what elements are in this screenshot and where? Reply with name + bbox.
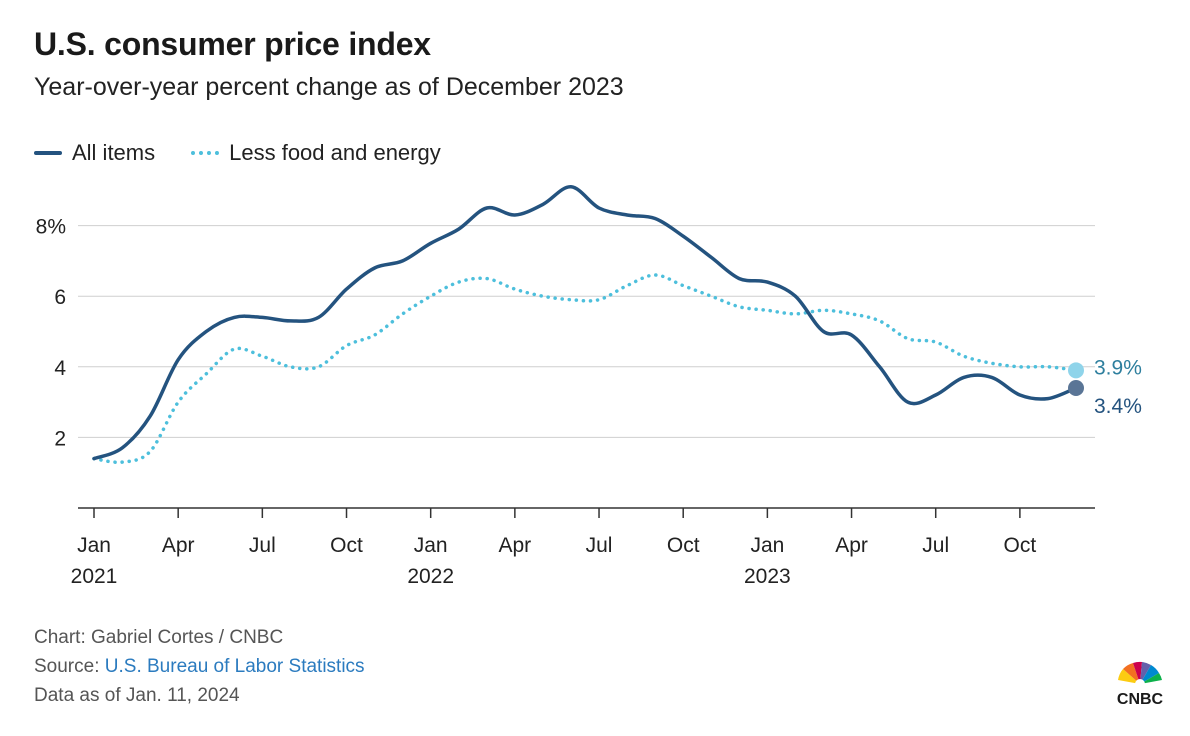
chart-credit: Chart: Gabriel Cortes / CNBC bbox=[34, 627, 284, 648]
data-as-of: Data as of Jan. 11, 2024 bbox=[34, 685, 240, 706]
legend-swatch-less-food-energy bbox=[191, 151, 220, 155]
y-tick-label: 8% bbox=[36, 216, 66, 239]
chart-title: U.S. consumer price index bbox=[34, 26, 431, 62]
legend-label-less-food-energy: Less food and energy bbox=[229, 140, 441, 165]
x-tick-label: Jul bbox=[586, 534, 613, 557]
x-tick-year-label: 2023 bbox=[744, 565, 791, 588]
x-tick-label: Jan bbox=[414, 534, 448, 557]
cnbc-logo: CNBC bbox=[1117, 661, 1164, 708]
x-tick-label: Oct bbox=[330, 534, 363, 557]
series-line-less-food-energy bbox=[92, 273, 1078, 465]
x-tick-label: Apr bbox=[499, 534, 532, 557]
legend-item-all-items: All items bbox=[34, 140, 155, 166]
source-prefix: Source: bbox=[34, 656, 105, 677]
line-chart: 2 4 6 8% Jan 2021 Apr Jul Oct Jan 2022 Apr Jul Oct Jan… bbox=[36, 185, 1142, 588]
x-tick-label: Jul bbox=[922, 534, 949, 557]
chart-legend: All items Less food and energy bbox=[34, 140, 477, 166]
end-marker-all-items bbox=[1068, 379, 1084, 396]
x-tick-year-label: 2022 bbox=[407, 565, 454, 588]
logo-wordmark: CNBC bbox=[1117, 691, 1164, 708]
x-tick-label: Jul bbox=[249, 534, 276, 557]
x-tick-label: Oct bbox=[667, 534, 700, 557]
y-tick-label: 6 bbox=[54, 286, 66, 309]
legend-swatch-all-items bbox=[34, 151, 62, 155]
source-line: Source: U.S. Bureau of Labor Statistics bbox=[34, 656, 365, 678]
source-link[interactable]: U.S. Bureau of Labor Statistics bbox=[104, 656, 365, 677]
x-tick-label: Jan bbox=[750, 534, 784, 557]
chart-subtitle: Year-over-year percent change as of Dece… bbox=[34, 73, 624, 101]
x-tick-label: Oct bbox=[1004, 534, 1037, 557]
end-label-less-food-energy: 3.9% bbox=[1094, 356, 1142, 379]
y-tick-label: 2 bbox=[54, 427, 66, 450]
end-marker-less-food-energy bbox=[1068, 362, 1084, 379]
y-tick-label: 4 bbox=[54, 357, 66, 380]
legend-label-all-items: All items bbox=[72, 140, 156, 165]
x-tick-year-label: 2021 bbox=[71, 565, 118, 588]
series-line-all-items bbox=[92, 185, 1078, 461]
legend-item-less-food-energy: Less food and energy bbox=[191, 140, 441, 166]
x-tick-label: Apr bbox=[835, 534, 868, 557]
x-tick-label: Apr bbox=[162, 534, 195, 557]
end-label-all-items: 3.4% bbox=[1094, 395, 1142, 418]
x-tick-label: Jan bbox=[77, 534, 111, 557]
